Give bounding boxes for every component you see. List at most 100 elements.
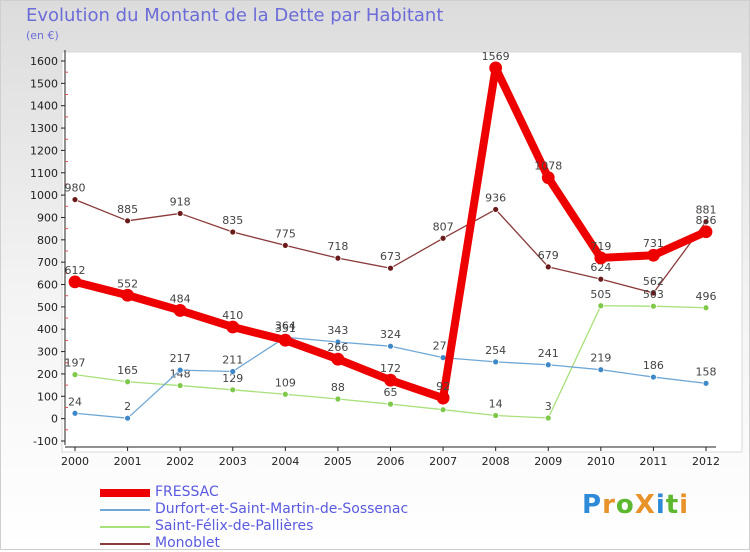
- data-point: [439, 406, 447, 414]
- x-tick-label: 2002: [166, 455, 194, 468]
- x-tick-label: 2011: [639, 455, 667, 468]
- data-label: 92: [436, 380, 450, 393]
- data-label: 836: [696, 214, 717, 227]
- data-label: 807: [433, 220, 454, 233]
- data-point: [650, 302, 657, 310]
- data-label: 718: [327, 240, 348, 253]
- data-point: [71, 196, 79, 203]
- data-point: [492, 358, 500, 366]
- data-label: 165: [117, 364, 138, 377]
- data-point: [176, 366, 184, 374]
- data-point: [121, 288, 134, 302]
- legend-label: Durfort-et-Saint-Martin-de-Sossenac: [155, 501, 409, 517]
- chart-unit: (en €): [26, 29, 59, 42]
- y-tick-label: -100: [33, 435, 58, 448]
- data-point: [334, 338, 342, 346]
- y-tick-label: 800: [37, 234, 58, 247]
- legend-label: FRESSAC: [155, 484, 219, 500]
- logo-letter: P: [582, 490, 603, 520]
- data-label: 109: [275, 376, 296, 389]
- data-label: 835: [222, 214, 243, 227]
- data-label: 885: [117, 203, 138, 216]
- x-tick-label: 2004: [271, 455, 299, 468]
- legend-label: Monoblet: [155, 535, 220, 551]
- x-tick-label: 2010: [587, 455, 615, 468]
- data-point: [281, 390, 289, 398]
- data-label: 612: [65, 264, 86, 277]
- data-label: 496: [696, 290, 717, 303]
- data-point: [647, 248, 660, 262]
- data-label: 211: [222, 353, 243, 366]
- data-point: [387, 264, 394, 272]
- data-point: [702, 304, 710, 312]
- data-point: [650, 373, 657, 381]
- data-point: [331, 352, 345, 366]
- data-label: 503: [643, 288, 664, 301]
- data-point: [176, 210, 184, 217]
- logo-letter: X: [634, 490, 656, 520]
- x-tick-label: 2007: [429, 455, 457, 468]
- x-tick-label: 2006: [377, 455, 405, 468]
- legend-label: Saint-Félix-de-Pallières: [155, 518, 314, 534]
- y-tick-label: 1100: [30, 167, 58, 180]
- data-point: [124, 217, 131, 225]
- x-tick-label: 2012: [692, 455, 720, 468]
- data-label: 1078: [534, 160, 562, 173]
- data-label: 129: [222, 372, 243, 385]
- data-point: [71, 409, 79, 417]
- y-tick-label: 200: [37, 368, 58, 381]
- x-tick-label: 2008: [482, 455, 510, 468]
- data-point: [436, 391, 450, 405]
- x-tick-label: 2009: [534, 455, 562, 468]
- x-tick-label: 2005: [324, 455, 352, 468]
- data-point: [173, 304, 187, 317]
- data-point: [699, 225, 713, 239]
- data-point: [544, 414, 552, 422]
- y-tick-label: 400: [37, 323, 58, 336]
- y-tick-label: 700: [37, 256, 58, 269]
- data-point: [544, 263, 552, 271]
- y-tick-label: 300: [37, 346, 58, 359]
- data-label: 881: [696, 204, 717, 217]
- data-point: [229, 368, 237, 375]
- data-label: 2: [124, 400, 131, 413]
- legend-swatch: [100, 488, 150, 497]
- data-point: [594, 251, 608, 265]
- data-label: 324: [380, 328, 401, 341]
- y-tick-label: 0: [51, 413, 58, 426]
- data-label: 186: [643, 359, 664, 372]
- data-point: [229, 228, 237, 236]
- data-point: [71, 371, 79, 379]
- data-label: 3: [545, 400, 552, 413]
- data-point: [387, 342, 394, 350]
- data-label: 266: [327, 341, 348, 354]
- x-tick-label: 2001: [114, 455, 142, 468]
- chart-title: Evolution du Montant de la Dette par Hab…: [26, 5, 444, 26]
- data-point: [334, 254, 342, 262]
- data-label: 254: [485, 344, 506, 357]
- y-tick-label: 600: [37, 279, 58, 292]
- x-tick-label: 2003: [219, 455, 247, 468]
- data-point: [278, 333, 292, 347]
- data-label: 936: [485, 191, 506, 204]
- legend-item: Monoblet: [100, 535, 460, 552]
- data-label: 673: [380, 250, 401, 263]
- data-point: [650, 289, 657, 297]
- chart-legend: FRESSAC Durfort-et-Saint-Martin-de-Sossen…: [100, 484, 460, 552]
- logo-letter: o: [615, 490, 635, 520]
- legend-item: Durfort-et-Saint-Martin-de-Sossenac: [100, 501, 460, 518]
- y-tick-label: 1200: [30, 144, 58, 157]
- data-label: 719: [590, 240, 611, 253]
- x-tick-label: 2000: [61, 455, 89, 468]
- data-point: [492, 412, 500, 419]
- data-label: 980: [65, 182, 86, 195]
- data-label: 217: [170, 352, 191, 365]
- data-label: 562: [643, 275, 664, 288]
- data-label: 775: [275, 227, 296, 240]
- logo-letter: r: [602, 490, 616, 520]
- data-point: [541, 171, 555, 185]
- data-point: [439, 234, 447, 242]
- y-tick-label: 1300: [30, 122, 58, 135]
- y-tick-label: 500: [37, 301, 58, 314]
- data-point: [281, 242, 289, 249]
